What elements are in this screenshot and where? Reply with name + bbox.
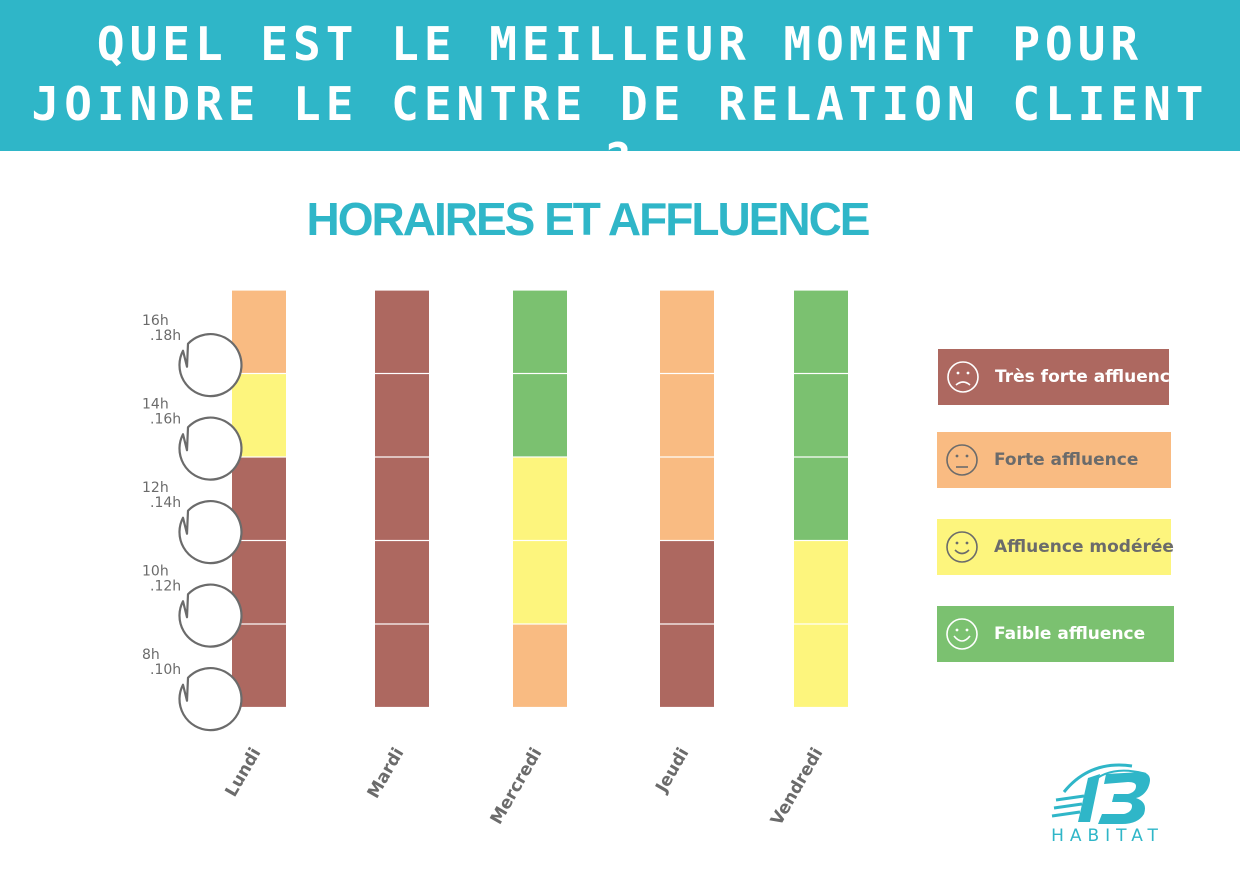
time-slot-start: 14h (142, 396, 169, 412)
header-banner: QUEL EST LE MEILLEUR MOMENT POUR JOINDRE… (0, 0, 1240, 187)
time-slot-bubble: 16h.18h (142, 313, 243, 398)
day-label-mercredi: Mercredi (487, 745, 547, 828)
legend-label: Très forte affluence (995, 367, 1182, 387)
header-title-line-2: JOINDRE LE CENTRE DE RELATION CLIENT ? (31, 77, 1209, 187)
speech-bubble-icon (178, 667, 243, 732)
time-slot-end: .16h (150, 411, 181, 427)
time-slot-end: .14h (150, 495, 181, 511)
time-slot-start: 8h (142, 647, 160, 663)
cell-mercredi-10h (513, 541, 567, 624)
legend-label: Affluence modérée (994, 537, 1174, 557)
day-label-vendredi: Vendredi (767, 745, 827, 829)
legend-item-tres-forte: Très forte affluence (938, 349, 1182, 405)
logo-text: HABITAT (1051, 826, 1164, 846)
chart-title: HORAIRES ET AFFLUENCE (306, 193, 871, 245)
smile-face-icon (945, 530, 979, 569)
time-slot-end: .12h (150, 578, 181, 594)
legend-item-moderee: Affluence modérée (937, 519, 1174, 575)
cell-mardi-14h (375, 374, 429, 457)
legend-item-forte: Forte affluence (937, 432, 1171, 488)
speech-bubble-icon (178, 416, 243, 481)
logo-mark-icon (1051, 763, 1150, 824)
day-label-lundi: Lundi (221, 745, 265, 801)
cell-mercredi-14h (513, 374, 567, 457)
cell-vendredi-12h (794, 457, 848, 540)
happy-face-icon (945, 617, 979, 656)
speech-bubble-icon (178, 333, 243, 398)
cell-jeudi-14h (660, 374, 714, 457)
cell-mercredi-16h (513, 290, 567, 373)
cell-jeudi-8h (660, 624, 714, 707)
habitat-logo: HABITAT (1050, 760, 1165, 855)
cell-vendredi-14h (794, 374, 848, 457)
sad-face-icon (946, 360, 980, 399)
header-title-line-1: QUEL EST LE MEILLEUR MOMENT POUR (96, 17, 1144, 71)
neutral-face-icon (945, 443, 979, 482)
cell-mercredi-12h (513, 457, 567, 540)
cell-mercredi-8h (513, 624, 567, 707)
legend-label: Faible affluence (994, 624, 1146, 644)
time-slot-start: 12h (142, 480, 169, 496)
time-slot-start: 16h (142, 313, 169, 329)
cell-mardi-16h (375, 290, 429, 373)
cell-vendredi-10h (794, 541, 848, 624)
legend-label: Forte affluence (994, 450, 1139, 470)
time-slot-end: .10h (150, 662, 181, 678)
time-slot-bubble: 8h.10h (142, 647, 243, 732)
cell-jeudi-10h (660, 541, 714, 624)
cell-vendredi-16h (794, 290, 848, 373)
day-label-mardi: Mardi (364, 745, 409, 802)
legend-item-faible: Faible affluence (937, 606, 1174, 662)
time-slot-end: .18h (150, 328, 181, 344)
speech-bubble-icon (178, 500, 243, 565)
time-slot-start: 10h (142, 563, 169, 579)
cell-mardi-8h (375, 624, 429, 707)
cell-jeudi-12h (660, 457, 714, 540)
time-slot-bubble: 14h.16h (142, 396, 243, 481)
cell-vendredi-8h (794, 624, 848, 707)
time-slot-bubble: 10h.12h (142, 563, 243, 648)
cell-mardi-10h (375, 541, 429, 624)
speech-bubble-icon (178, 583, 243, 648)
time-slot-bubble: 12h.14h (142, 480, 243, 565)
day-label-jeudi: Jeudi (652, 745, 694, 797)
cell-jeudi-16h (660, 290, 714, 373)
cell-mardi-12h (375, 457, 429, 540)
